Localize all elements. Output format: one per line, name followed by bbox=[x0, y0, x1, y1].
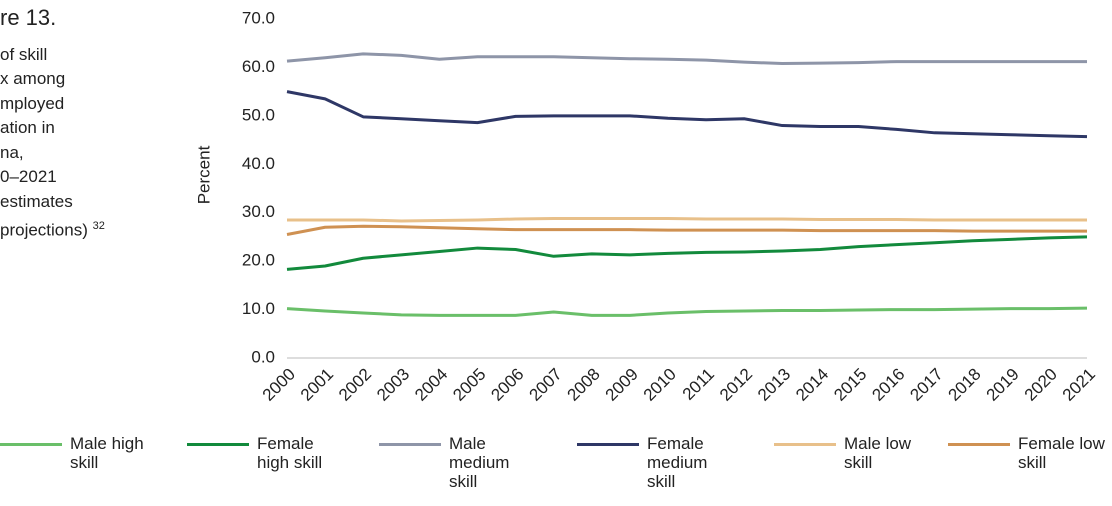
legend-swatch bbox=[0, 443, 62, 446]
legend-swatch bbox=[774, 443, 836, 446]
chart: Percent 0.0 10.0 20.0 30.0 40.0 50.0 60.0 70.0 2… bbox=[194, 8, 1099, 405]
y-tick-label: 30.0 bbox=[242, 202, 275, 221]
x-tick-label: 2005 bbox=[449, 365, 489, 405]
legend-item: Male medium skill bbox=[379, 434, 539, 491]
x-tick-label: 2021 bbox=[1059, 365, 1099, 405]
x-tick-label: 2013 bbox=[754, 365, 794, 405]
x-tick-label: 2018 bbox=[945, 365, 985, 405]
series-line bbox=[286, 224, 1087, 236]
series-line bbox=[286, 235, 1088, 271]
legend-swatch bbox=[187, 443, 249, 446]
y-axis-label: Percent bbox=[194, 145, 213, 204]
legend-label: Female medium skill bbox=[647, 434, 708, 491]
x-tick-label: 2004 bbox=[411, 365, 451, 405]
y-tick-label: 60.0 bbox=[242, 57, 275, 76]
caption-line: ation in bbox=[0, 118, 55, 137]
legend-item: Female high skill bbox=[187, 434, 347, 472]
y-tick-label: 0.0 bbox=[251, 347, 275, 366]
caption-line: 0–2021 bbox=[0, 167, 57, 186]
series-line bbox=[286, 306, 1088, 317]
series-line bbox=[287, 217, 1087, 223]
x-tick-label: 2010 bbox=[640, 365, 680, 405]
x-tick-label: 2003 bbox=[373, 365, 413, 405]
caption-line: mployed bbox=[0, 93, 65, 113]
legend-label: Male low skill bbox=[844, 434, 912, 472]
x-tick-label: 2015 bbox=[830, 365, 870, 405]
legend-item: Female low skill bbox=[948, 434, 1108, 472]
legend-swatch bbox=[948, 443, 1010, 446]
legend: Male high skill Female high skill Male med… bbox=[0, 434, 1112, 504]
x-tick-label: 2002 bbox=[335, 365, 375, 405]
x-tick-label: 2016 bbox=[868, 365, 908, 405]
y-tick-label: 20.0 bbox=[242, 251, 275, 270]
x-tick-label: 2007 bbox=[525, 365, 565, 405]
series-line bbox=[286, 52, 1087, 66]
x-tick-label: 2017 bbox=[906, 365, 946, 405]
x-tick-label: 2001 bbox=[297, 365, 337, 405]
x-tick-label: 2006 bbox=[487, 365, 527, 405]
x-tick-label: 2012 bbox=[716, 365, 756, 405]
y-tick-label: 40.0 bbox=[242, 154, 275, 173]
x-tick-label: 2009 bbox=[602, 365, 642, 405]
y-tick-label: 10.0 bbox=[242, 299, 275, 318]
y-tick-label: 70.0 bbox=[242, 8, 275, 27]
legend-label: Male medium skill bbox=[449, 434, 510, 491]
x-tick-label: 2014 bbox=[792, 365, 832, 405]
x-tick-label: 2011 bbox=[679, 365, 718, 404]
caption: re 13. of skill x among mployed ation in na, 0… bbox=[0, 5, 105, 243]
footnote-ref: 32 bbox=[92, 220, 105, 232]
caption-line: estimates bbox=[0, 191, 73, 211]
legend-label: Male high skill bbox=[70, 434, 144, 472]
caption-line: na, bbox=[0, 142, 24, 162]
legend-item: Male high skill bbox=[0, 434, 160, 472]
x-tick-label: 2019 bbox=[983, 365, 1023, 405]
x-tick-label: 2020 bbox=[1021, 365, 1061, 405]
caption-line: re 13. bbox=[0, 5, 57, 30]
x-tick-label: 2000 bbox=[259, 365, 299, 405]
x-tick-label: 2008 bbox=[564, 365, 604, 405]
caption-line: projections) 32 bbox=[0, 220, 105, 240]
caption-line: x among bbox=[0, 69, 66, 88]
caption-line: of skill bbox=[0, 44, 48, 64]
legend-swatch bbox=[379, 443, 441, 446]
legend-label: Female high skill bbox=[257, 434, 323, 472]
y-tick-label: 50.0 bbox=[242, 105, 275, 124]
legend-item: Male low skill bbox=[774, 434, 934, 472]
legend-swatch bbox=[577, 443, 639, 446]
legend-label: Female low skill bbox=[1018, 434, 1105, 472]
series-line bbox=[286, 90, 1088, 139]
legend-item: Female medium skill bbox=[577, 434, 737, 491]
